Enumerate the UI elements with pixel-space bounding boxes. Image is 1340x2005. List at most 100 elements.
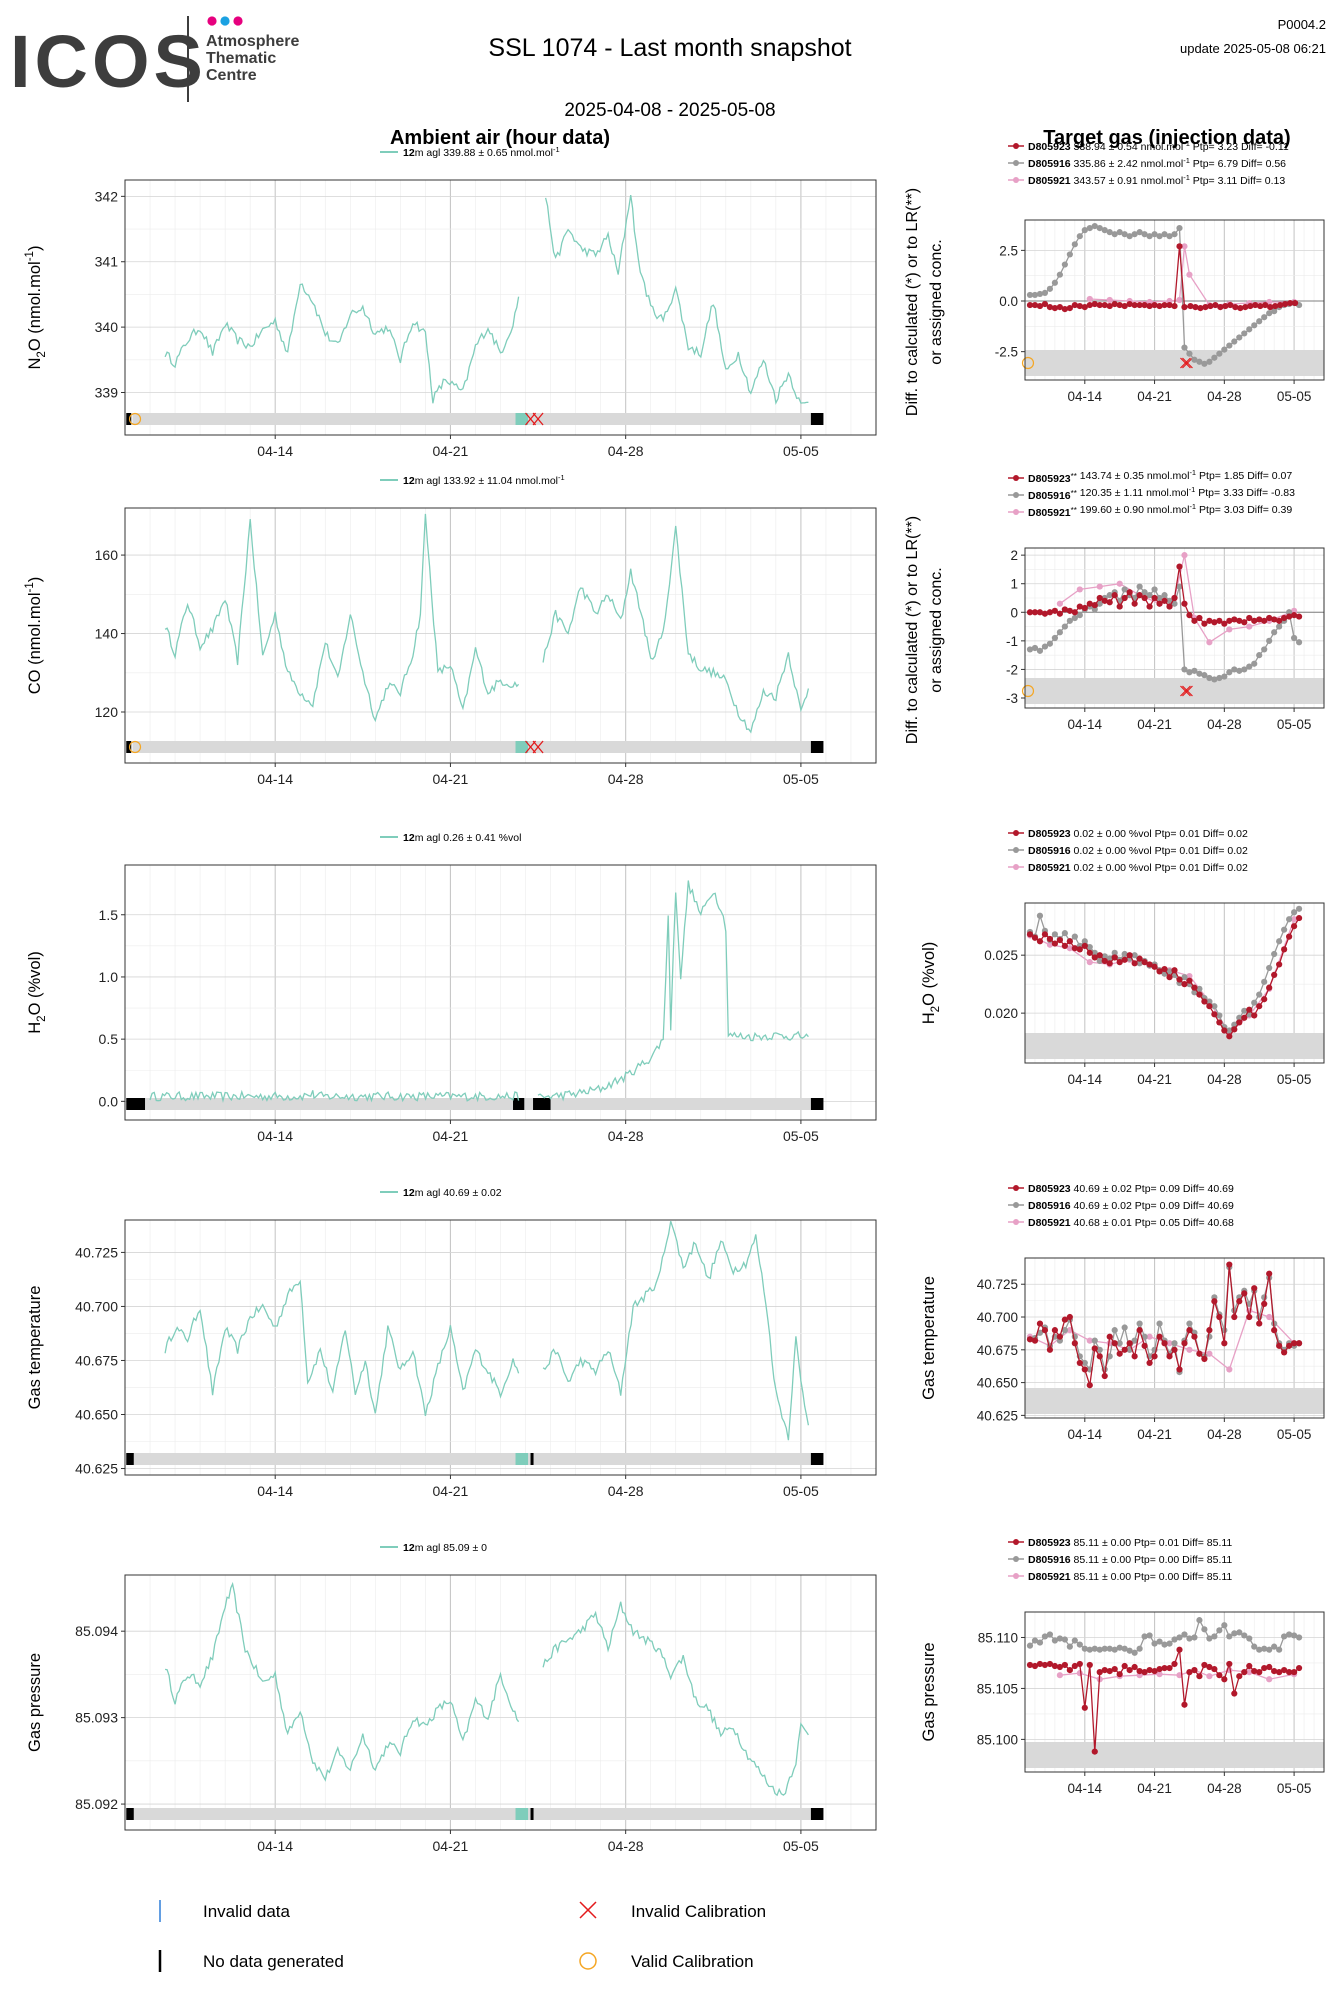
series-point-D805923 [1206, 1327, 1213, 1334]
y-axis-label: or assigned conc. [928, 567, 945, 692]
target-flag-band [1025, 678, 1324, 704]
x-tick-label: 05-05 [783, 1483, 819, 1499]
series-point-D805923 [1126, 300, 1133, 308]
series-point-D805916 [1026, 1642, 1034, 1649]
series-point-D805916 [1041, 1633, 1049, 1640]
series-point-D805923 [1046, 1346, 1054, 1353]
y-axis-label: Gas temperature [920, 1276, 938, 1400]
series-point-D805916 [1041, 643, 1049, 650]
series-point-D805916 [1196, 358, 1203, 365]
valid-calibration-label: Valid Calibration [631, 1952, 754, 1971]
series-point-D805916 [1086, 225, 1093, 232]
series-point-D805916 [1091, 1337, 1098, 1344]
series-point-D805921 [1226, 1366, 1233, 1373]
series-point-D805923 [1212, 301, 1219, 309]
series-point-D805923 [1096, 301, 1103, 309]
series-point-D805916 [1156, 233, 1163, 240]
series-point-D805916 [1271, 1643, 1278, 1650]
series-point-D805923 [1156, 968, 1163, 975]
series-point-D805923 [1171, 1346, 1178, 1353]
series-point-D805921 [1176, 296, 1183, 304]
ambient-panel-co: 12m agl 133.92 ± 11.04 nmol.mol-1 120 140 1… [24, 473, 877, 787]
series-point-D805916 [1276, 938, 1283, 945]
series-point-D805916 [1056, 1635, 1063, 1642]
series-point-D805923 [1226, 1033, 1233, 1040]
series-point-D805916 [1101, 1645, 1108, 1652]
series-point-D805916 [1286, 609, 1293, 616]
series-point-D805923 [1161, 301, 1168, 309]
series-point-D805923 [1216, 1672, 1223, 1679]
series-point-D805923 [1076, 1660, 1083, 1668]
series-point-D805916 [1136, 1645, 1143, 1652]
y-tick-label: 340 [95, 319, 119, 335]
series-point-D805916 [1091, 1645, 1098, 1652]
ambient-series-line [542, 1601, 809, 1797]
legend-point-D805921 [1013, 509, 1019, 515]
series-point-D805923 [1221, 1676, 1228, 1683]
y-tick-label: 40.625 [977, 1408, 1018, 1423]
series-point-D805916 [1221, 1327, 1228, 1334]
ambient-series-line [544, 195, 809, 405]
logo-dot-blue [220, 16, 230, 26]
series-point-D805923 [1196, 1350, 1203, 1357]
series-point-D805923 [1186, 612, 1193, 619]
series-point-D805916 [1186, 669, 1193, 676]
series-point-D805916 [1191, 1634, 1198, 1641]
invalid-calibration-mark [1180, 357, 1191, 369]
flag-bar [132, 1808, 824, 1820]
series-point-D805916 [1201, 672, 1208, 679]
series-point-D805916 [1061, 930, 1068, 937]
series-point-D805923 [1101, 301, 1108, 309]
x-tick-label: 04-21 [1137, 389, 1172, 404]
series-point-D805916 [1151, 1640, 1158, 1647]
target-panel-h2o_target: D805923 0.02 ± 0.00 %vol Ptp= 0.01 Diff=… [920, 828, 1325, 1087]
x-tick-label: 05-05 [783, 443, 819, 459]
series-point-D805916 [1116, 1340, 1123, 1347]
legend-text-D805923: D805923 338.94 ± 0.54 nmol.mol-1 Ptp= 3.… [1028, 139, 1289, 153]
series-point-D805923 [1227, 301, 1234, 309]
series-point-D805923 [1256, 1320, 1263, 1327]
series-point-D805916 [1211, 1003, 1218, 1010]
series-point-D805923 [1286, 1669, 1293, 1676]
series-point-D805916 [1276, 1646, 1283, 1653]
series-point-D805923 [1256, 1669, 1263, 1676]
series-point-D805916 [1146, 1632, 1153, 1639]
ambient-legend: 12m agl 339.88 ± 0.65 nmol.mol-1 [380, 145, 560, 159]
y-tick-label: -3 [1006, 691, 1018, 706]
series-point-D805923 [1141, 594, 1148, 602]
series-point-D805916 [1226, 669, 1233, 676]
series-point-D805923 [1295, 1664, 1303, 1672]
series-point-D805923 [1231, 616, 1238, 623]
series-point-D805923 [1066, 305, 1073, 312]
series-point-D805923 [1201, 1661, 1208, 1669]
series-point-D805923 [1031, 934, 1039, 941]
y-tick-label: 1.5 [99, 907, 119, 923]
series-point-D805916 [1181, 1631, 1188, 1638]
target-panel-co_target: D805923** 143.74 ± 0.35 nmol.mol-1 Ptp= … [904, 468, 1325, 744]
flag-segment-no-data [126, 1453, 134, 1465]
series-point-D805916 [1291, 634, 1298, 642]
legend-point-D805921 [1013, 177, 1019, 183]
series-point-D805916 [1231, 1630, 1238, 1637]
x-tick-label: 05-05 [1277, 717, 1312, 732]
series-point-D805916 [1046, 285, 1054, 292]
series-point-D805916 [1166, 233, 1173, 240]
series-point-D805916 [1026, 646, 1034, 653]
series-point-D805916 [1051, 279, 1058, 286]
plot-border [1024, 1257, 1325, 1419]
series-point-D805923 [1106, 1333, 1113, 1340]
series-point-D805923 [1286, 933, 1293, 940]
series-point-D805916 [1291, 909, 1298, 916]
series-point-D805916 [1176, 583, 1183, 590]
series-point-D805921 [1086, 1337, 1093, 1344]
flag-segment-no-data [810, 1808, 824, 1820]
series-point-D805916 [1091, 606, 1098, 613]
series-point-D805923 [1166, 301, 1173, 309]
y-axis-label: or assigned conc. [928, 239, 945, 364]
series-point-D805923 [1141, 959, 1148, 966]
series-point-D805916 [1241, 330, 1248, 337]
series-point-D805923 [1116, 301, 1123, 309]
series-point-D805923 [1056, 610, 1063, 617]
legend-text-D805923: D805923 40.69 ± 0.02 Ptp= 0.09 Diff= 40.… [1028, 1183, 1234, 1195]
